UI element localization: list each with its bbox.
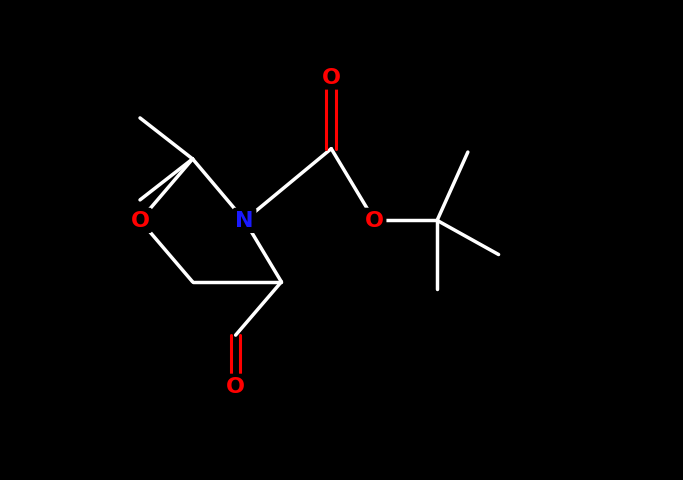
Text: N: N (235, 211, 254, 231)
Text: O: O (130, 211, 150, 231)
Text: O: O (365, 211, 384, 231)
Text: O: O (226, 377, 245, 396)
Text: O: O (322, 68, 341, 88)
